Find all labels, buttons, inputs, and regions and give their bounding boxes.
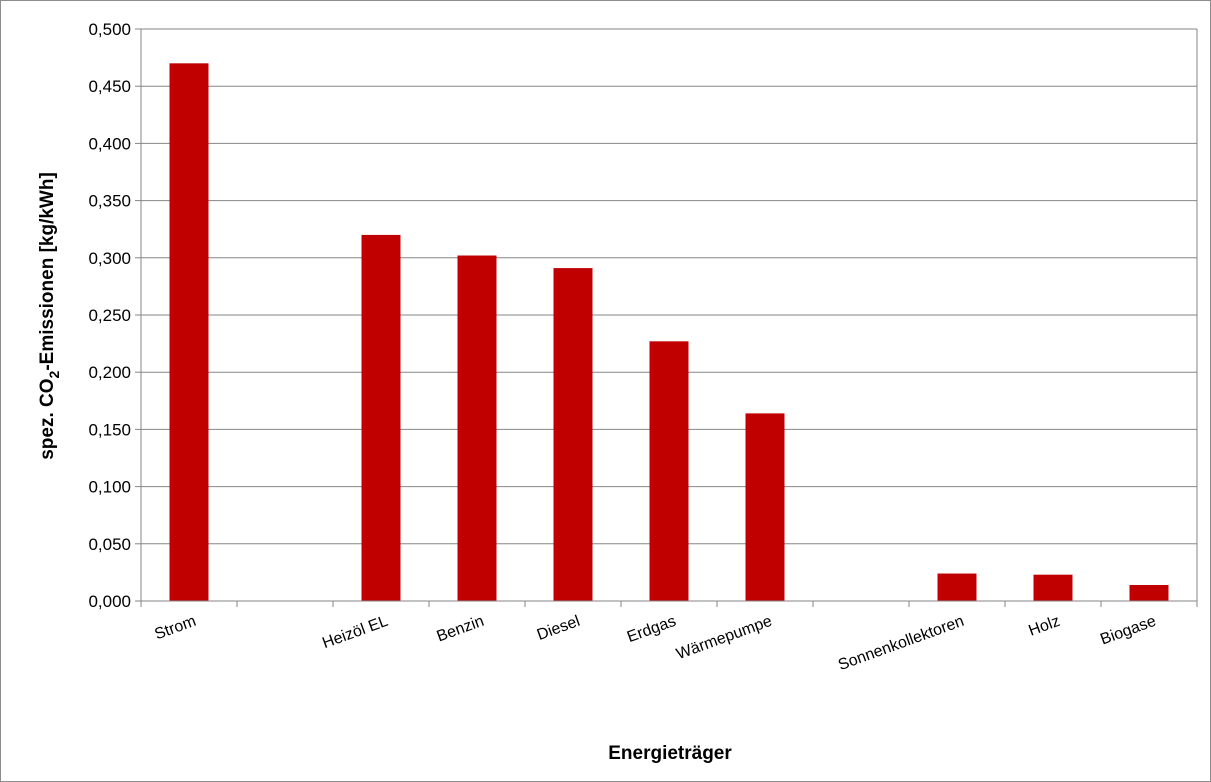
y-tick-labels: 0,000 0,050 0,100 0,150 0,200 0,250 0,300 0,350… [88, 20, 131, 611]
x-axis-title: Energieträger [608, 743, 732, 764]
x-tick-label: Biogase [1098, 613, 1158, 649]
bar [457, 255, 497, 601]
y-tick-label: 0,000 [88, 592, 131, 611]
x-tick-label: Heizöl EL [320, 613, 390, 652]
y-tick-label: 0,450 [88, 77, 131, 96]
bar [1129, 584, 1169, 601]
x-tick-label: Sonnenkollektoren [836, 613, 966, 674]
x-tick-label: Strom [152, 613, 198, 644]
bars [169, 63, 1169, 602]
x-tick-label: Erdgas [625, 613, 678, 646]
y-tick-label: 0,350 [88, 192, 131, 211]
y-tick-label: 0,250 [88, 306, 131, 325]
bar [745, 413, 785, 601]
y-axis-title-suffix: -Emissionen [kg/kWh] [37, 172, 58, 370]
y-tick-label: 0,500 [88, 20, 131, 39]
bar [649, 341, 689, 601]
x-tick-label: Wärmepumpe [674, 613, 774, 663]
bar [361, 234, 401, 602]
y-tick-label: 0,200 [88, 363, 131, 382]
axes [135, 28, 1198, 607]
bar [553, 268, 593, 601]
bar [169, 63, 209, 601]
x-tick-label: Diesel [535, 613, 583, 644]
bar [937, 573, 977, 601]
y-tick-label: 0,050 [88, 535, 131, 554]
y-tick-label: 0,100 [88, 478, 131, 497]
gridlines [141, 28, 1197, 545]
y-axis-title-subscript: 2 [46, 370, 62, 378]
y-tick-label: 0,300 [88, 249, 131, 268]
y-tick-label: 0,150 [88, 420, 131, 439]
x-tick-labels: Strom Heizöl EL Benzin Diesel ErdgasWärmepum… [152, 613, 1158, 674]
x-tick-label: Holz [1026, 613, 1062, 640]
y-tick-label: 0,400 [88, 134, 131, 153]
bar [1033, 574, 1073, 601]
y-axis-title-prefix: spez. CO [37, 378, 58, 459]
y-axis-title: spez. CO2-Emissionen [kg/kWh] [37, 172, 62, 460]
x-tick-label: Benzin [435, 613, 487, 646]
